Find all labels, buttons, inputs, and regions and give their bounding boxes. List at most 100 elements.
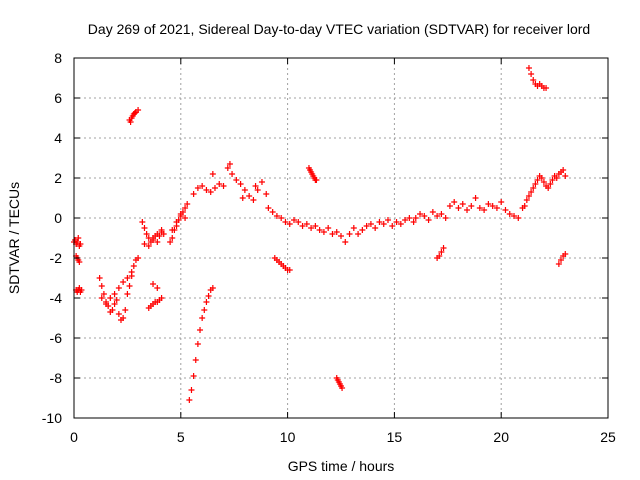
data-point — [476, 205, 483, 211]
data-series — [167, 201, 191, 245]
data-point — [126, 283, 133, 289]
data-point — [410, 219, 417, 225]
data-point — [77, 241, 84, 247]
data-point — [299, 223, 306, 229]
y-tick-label: 2 — [54, 170, 62, 186]
data-point — [237, 181, 244, 187]
data-point — [113, 297, 120, 303]
data-point — [128, 269, 135, 275]
data-point — [156, 233, 163, 239]
data-point — [135, 255, 142, 261]
grid-lines — [74, 58, 608, 418]
data-series — [73, 285, 85, 295]
data-point — [472, 195, 479, 201]
data-point — [150, 281, 157, 287]
data-series — [265, 205, 417, 245]
data-point — [252, 183, 259, 189]
data-series — [126, 107, 142, 125]
data-point — [98, 283, 105, 289]
data-point — [329, 231, 336, 237]
data-point — [122, 307, 129, 313]
data-point — [545, 185, 552, 191]
data-point — [177, 211, 184, 217]
data-point — [158, 227, 165, 233]
data-point — [417, 211, 424, 217]
y-tick-label: -2 — [50, 250, 63, 266]
data-point — [278, 215, 285, 221]
data-point — [115, 285, 122, 291]
data-point — [558, 257, 565, 263]
data-point — [540, 179, 547, 185]
data-point — [265, 205, 272, 211]
data-point — [555, 261, 562, 267]
data-series — [333, 375, 346, 391]
x-tick-label: 15 — [387, 429, 403, 445]
y-tick-label: -6 — [50, 330, 63, 346]
data-point — [130, 263, 137, 269]
data-point — [169, 227, 176, 233]
data-series — [139, 219, 167, 249]
data-point — [209, 171, 216, 177]
data-point — [190, 191, 197, 197]
data-series — [271, 255, 293, 273]
data-point — [436, 253, 443, 259]
data-point — [286, 221, 293, 227]
data-point — [498, 199, 505, 205]
data-point — [201, 307, 208, 313]
data-point — [120, 315, 127, 321]
axis-ticks: 0 5 10 15 20 25 -10 -8 -6 -4 -2 0 2 4 6 8 — [42, 50, 616, 445]
data-point — [182, 215, 189, 221]
data-point — [384, 217, 391, 223]
data-series — [412, 195, 522, 223]
data-point — [295, 219, 302, 225]
data-point — [139, 219, 146, 225]
data-point — [111, 291, 118, 297]
data-point — [549, 177, 556, 183]
data-point — [103, 301, 110, 307]
x-axis-label: GPS time / hours — [288, 458, 395, 474]
data-point — [250, 197, 257, 203]
data-point — [547, 181, 554, 187]
data-point — [74, 239, 81, 245]
data-point — [530, 77, 537, 83]
data-point — [376, 219, 383, 225]
y-tick-label: -10 — [42, 410, 62, 426]
data-series — [519, 167, 569, 211]
data-point — [127, 119, 134, 125]
data-point — [511, 213, 518, 219]
chart-title: Day 269 of 2021, Sidereal Day-to-day VTE… — [88, 21, 590, 37]
data-point — [76, 259, 83, 265]
data-point — [506, 211, 513, 217]
data-point — [316, 227, 323, 233]
data-point — [553, 175, 560, 181]
data-point — [342, 239, 349, 245]
data-point — [562, 173, 569, 179]
data-point — [229, 171, 236, 177]
data-point — [107, 295, 114, 301]
data-point — [188, 387, 195, 393]
data-point — [346, 231, 353, 237]
data-point — [124, 291, 131, 297]
data-point — [239, 195, 246, 201]
data-point — [338, 233, 344, 239]
data-point — [167, 239, 174, 245]
data-point — [397, 221, 404, 227]
data-point — [312, 223, 319, 229]
data-point — [303, 221, 310, 227]
data-point — [485, 201, 492, 207]
data-point — [143, 231, 150, 237]
data-point — [205, 293, 212, 299]
data-point — [543, 85, 550, 91]
data-point — [120, 279, 127, 285]
data-point — [263, 191, 270, 197]
data-point — [141, 241, 148, 247]
data-point — [78, 287, 85, 293]
data-series — [190, 161, 270, 203]
data-point — [438, 211, 445, 217]
data-point — [421, 213, 428, 219]
data-point — [560, 167, 567, 173]
data-point — [203, 299, 210, 305]
data-point — [96, 275, 103, 281]
data-point — [489, 203, 496, 209]
data-point — [502, 207, 509, 213]
